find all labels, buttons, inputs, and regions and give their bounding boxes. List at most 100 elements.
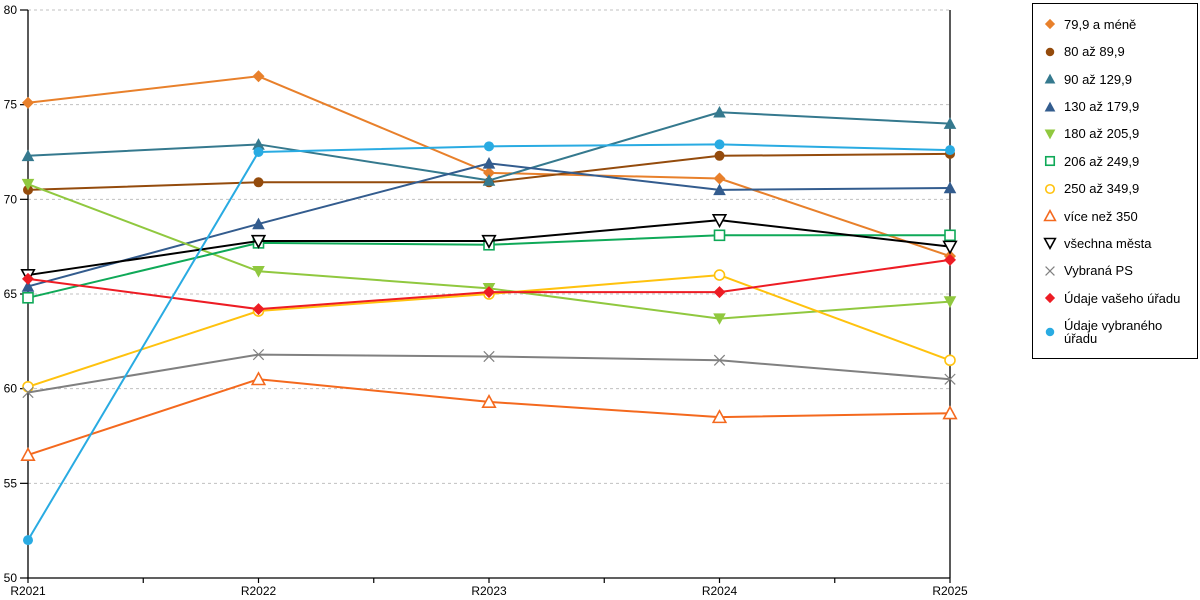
square-icon [1044, 156, 1056, 167]
triangle-up-icon [20, 446, 36, 462]
legend-item-label: Vybraná PS [1064, 263, 1133, 279]
diamond-icon [1044, 293, 1056, 304]
triangle-up-icon [252, 138, 265, 150]
legend-item-7: více než 350 [1043, 209, 1197, 223]
diamond-icon [252, 303, 265, 316]
triangle-up-icon [482, 157, 496, 169]
x-icon [944, 373, 956, 385]
legend-item-label: 79,9 a méně [1064, 16, 1137, 32]
legend-circle-icon [1044, 183, 1056, 194]
circle-icon [945, 145, 955, 156]
series-line-7 [27, 378, 951, 456]
legend-item-0: 79,9 a méně [1043, 17, 1197, 31]
triangle-up-icon [943, 181, 957, 194]
legend-item-6: 250 až 349,9 [1043, 182, 1197, 196]
triangle-up-icon [711, 409, 728, 424]
legend-x-icon [1045, 265, 1055, 276]
legend-circle-icon [1045, 327, 1055, 336]
legend-item-label: 206 až 249,9 [1064, 153, 1140, 169]
legend-triangle-up-icon [1044, 73, 1056, 84]
triangle-down-icon [21, 178, 35, 191]
x-icon [483, 350, 495, 363]
series-markers-11 [23, 139, 955, 546]
triangle-up-icon [713, 105, 726, 118]
legend-item-label: 80 až 89,9 [1064, 44, 1125, 60]
triangle-down-icon [1044, 129, 1056, 140]
legend-triangle-down-icon [1044, 129, 1056, 140]
triangle-up-icon [482, 174, 496, 186]
x-tick-label: R2025 [932, 584, 968, 598]
y-tick-label: 70 [4, 192, 18, 206]
diamond-icon [483, 166, 495, 179]
chart-canvas: 50 55 60 65 70 75 80 R2021 R2022 R2023 R2024 R2025 [4, 3, 968, 598]
triangle-up-icon [252, 217, 265, 230]
legend-item-label: Údaje vašeho úřadu [1064, 290, 1181, 306]
circle-icon [1044, 183, 1056, 194]
y-tick-label: 55 [4, 476, 18, 490]
circle-icon [714, 139, 725, 150]
triangle-down-icon [713, 313, 726, 325]
series-line-9 [27, 353, 951, 394]
series-markers-3 [21, 157, 957, 292]
triangle-down-icon [943, 296, 957, 308]
triangle-up-icon [942, 405, 958, 420]
y-tick-label: 65 [4, 287, 18, 301]
legend-item-1: 80 až 89,9 [1043, 45, 1197, 59]
legend-item-8: všechna města [1043, 236, 1197, 251]
legend-triangle-up-icon [1044, 101, 1056, 112]
square-icon [22, 291, 34, 304]
diamond-icon [1044, 19, 1056, 30]
square-icon [713, 229, 726, 242]
legend-item-label: 90 až 129,9 [1064, 71, 1132, 87]
triangle-down-icon [252, 265, 265, 278]
y-tick-label: 60 [4, 382, 18, 396]
x-tick-label: R2024 [702, 584, 738, 598]
y-tick-label: 80 [4, 3, 18, 17]
diamond-icon [483, 286, 495, 299]
legend-item-label: 180 až 205,9 [1064, 126, 1140, 142]
x-icon [1045, 265, 1055, 276]
legend-item-label: Údaje vybraného úřadu [1064, 317, 1163, 346]
series-markers-4 [21, 178, 957, 325]
triangle-down-icon [942, 240, 958, 255]
legend-item-label: 250 až 349,9 [1064, 181, 1140, 197]
legend-item-10: Údaje vašeho úřadu [1043, 291, 1197, 305]
series-markers-0 [22, 70, 956, 263]
y-tick-label: 75 [4, 98, 18, 112]
legend-item-5: 206 až 249,9 [1043, 154, 1197, 168]
series-markers-10 [22, 253, 956, 316]
series-markers-9 [22, 348, 956, 399]
circle-icon [253, 147, 264, 157]
triangle-up-icon [21, 149, 35, 162]
triangle-up-icon [481, 393, 497, 409]
square-icon [944, 229, 956, 242]
legend-item-2: 90 až 129,9 [1043, 72, 1197, 86]
diamond-icon [713, 286, 726, 299]
circle-icon [484, 141, 494, 152]
x-tick-label: R2021 [10, 584, 46, 598]
legend-circle-icon [1045, 47, 1055, 56]
legend-diamond-icon [1044, 293, 1056, 304]
legend-item-4: 180 až 205,9 [1043, 127, 1197, 141]
series-markers-8 [20, 214, 958, 284]
y-tick-label: 50 [4, 571, 18, 585]
legend-item-label: 130 až 179,9 [1064, 99, 1140, 114]
diamond-icon [944, 253, 956, 266]
x-icon [22, 386, 34, 399]
x-icon [713, 354, 726, 366]
triangle-down-icon [711, 214, 728, 229]
series-markers-7 [20, 371, 958, 462]
series-markers-2 [21, 105, 957, 186]
legend-square-icon [1044, 156, 1056, 167]
triangle-up-icon [943, 117, 957, 129]
x-tick-label: R2022 [241, 584, 277, 598]
legend-item-11: Údaje vybraného úřadu [1043, 319, 1197, 345]
triangle-down-icon [1043, 238, 1057, 251]
triangle-up-icon [713, 183, 726, 196]
triangle-up-icon [250, 371, 267, 386]
circle-icon [22, 380, 34, 393]
diamond-icon [713, 172, 726, 185]
circle-icon [253, 177, 264, 188]
triangle-up-icon [1043, 209, 1057, 222]
legend-item-3: 130 až 179,9 [1043, 100, 1197, 114]
